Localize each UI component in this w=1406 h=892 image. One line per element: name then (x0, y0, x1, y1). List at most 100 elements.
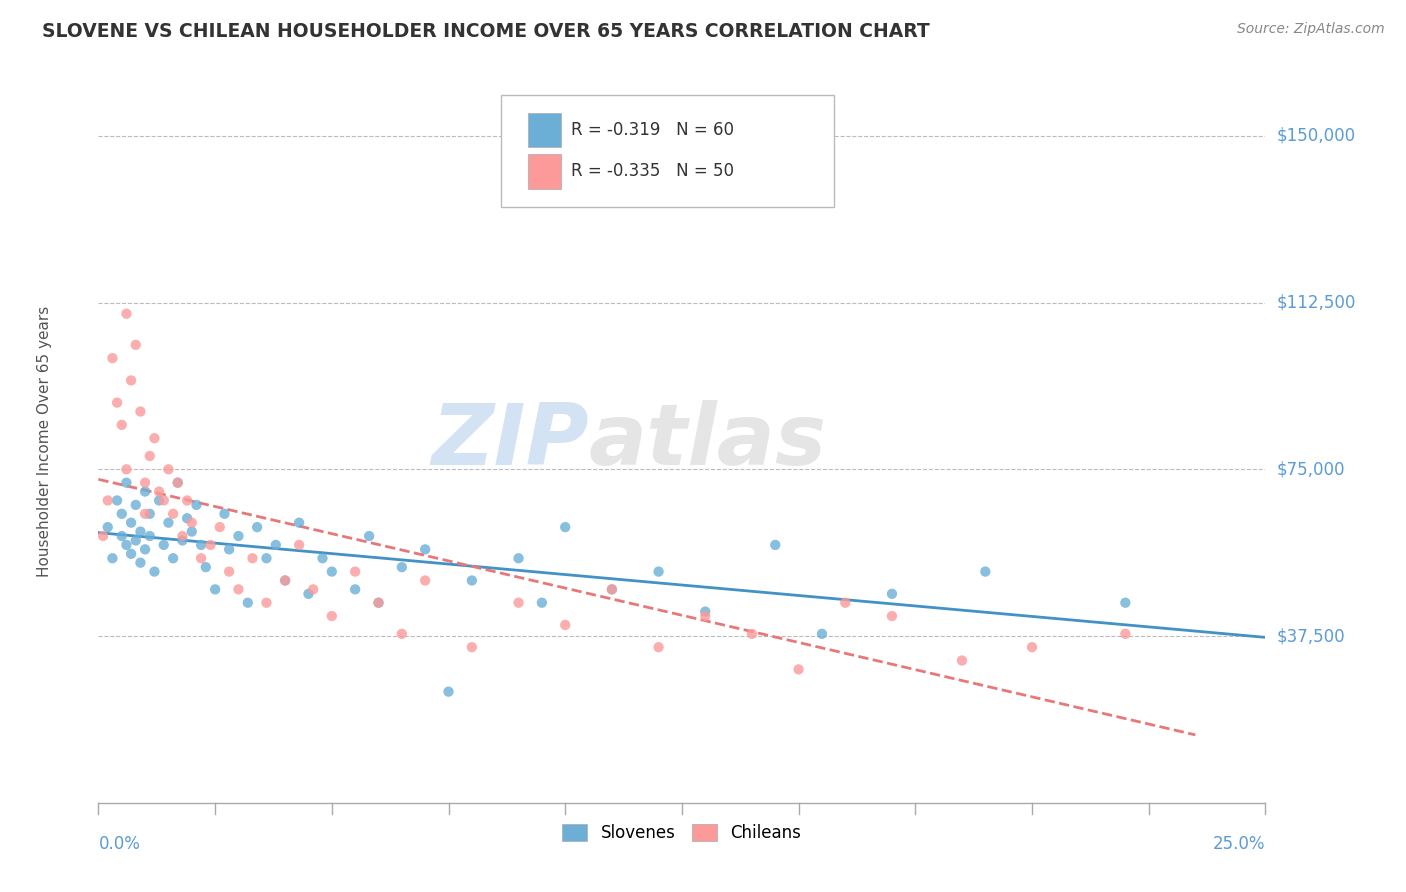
Point (974, 565, 997, 579)
Point (461, 574, 484, 588)
Point (162, 507, 184, 521)
Point (359, 529, 381, 543)
Point (242, 551, 264, 566)
Text: $150,000: $150,000 (1277, 127, 1355, 145)
Text: 25.0%: 25.0% (1213, 835, 1265, 854)
Point (834, 596, 856, 610)
Legend: Slovenes, Chileans: Slovenes, Chileans (555, 817, 808, 848)
Point (274, 574, 297, 588)
Point (172, 529, 194, 543)
Point (120, 373, 142, 387)
FancyBboxPatch shape (501, 95, 834, 207)
Point (204, 582, 226, 597)
Point (134, 542, 156, 557)
Point (413, 574, 436, 588)
Point (101, 551, 124, 566)
Point (214, 507, 236, 521)
Text: $37,500: $37,500 (1277, 627, 1346, 645)
Text: SLOVENE VS CHILEAN HOUSEHOLDER INCOME OVER 65 YEARS CORRELATION CHART: SLOVENE VS CHILEAN HOUSEHOLDER INCOME OV… (42, 22, 929, 41)
Point (256, 596, 278, 610)
Point (288, 538, 311, 552)
Point (115, 307, 138, 321)
Point (302, 582, 325, 597)
Point (148, 493, 170, 508)
Point (176, 511, 198, 525)
Point (125, 498, 148, 512)
Point (162, 551, 184, 566)
Point (437, 684, 460, 698)
Point (115, 538, 138, 552)
Text: $75,000: $75,000 (1277, 460, 1346, 478)
FancyBboxPatch shape (527, 112, 561, 147)
Point (344, 582, 367, 597)
Point (120, 547, 142, 561)
Point (157, 516, 180, 530)
Point (321, 565, 343, 579)
Point (115, 462, 138, 476)
Point (600, 582, 623, 597)
Text: atlas: atlas (589, 400, 827, 483)
Point (391, 560, 413, 574)
Point (139, 449, 162, 463)
Point (134, 484, 156, 499)
Point (190, 538, 212, 552)
FancyBboxPatch shape (527, 154, 561, 189)
Text: Householder Income Over 65 years: Householder Income Over 65 years (37, 306, 52, 577)
Point (208, 520, 231, 534)
Point (125, 338, 148, 352)
Point (600, 582, 623, 597)
Point (143, 565, 166, 579)
Point (647, 565, 669, 579)
Point (166, 475, 188, 490)
Point (125, 533, 148, 548)
Point (111, 507, 134, 521)
Point (134, 475, 156, 490)
Point (166, 475, 188, 490)
Point (97, 493, 120, 508)
Point (530, 596, 553, 610)
Point (695, 605, 717, 619)
Point (344, 565, 367, 579)
Point (129, 556, 152, 570)
Point (218, 565, 240, 579)
Point (186, 498, 208, 512)
Point (120, 516, 142, 530)
Point (180, 516, 202, 530)
Point (391, 627, 413, 641)
Point (111, 417, 134, 432)
Point (172, 533, 194, 548)
Point (148, 484, 170, 499)
Point (91, 529, 114, 543)
Text: ZIP: ZIP (430, 400, 589, 483)
Point (763, 538, 786, 552)
Point (111, 529, 134, 543)
Point (218, 542, 240, 557)
Point (157, 462, 180, 476)
Point (139, 529, 162, 543)
Point (647, 640, 669, 655)
Point (129, 524, 152, 539)
Point (508, 596, 530, 610)
Point (321, 609, 343, 624)
Text: $112,500: $112,500 (1277, 293, 1355, 311)
Point (256, 551, 278, 566)
Text: 0.0%: 0.0% (98, 835, 141, 854)
Point (880, 587, 903, 601)
Point (190, 551, 212, 566)
Point (950, 653, 973, 667)
Point (367, 596, 389, 610)
Point (228, 529, 250, 543)
Point (105, 395, 128, 409)
Text: R = -0.319   N = 60: R = -0.319 N = 60 (571, 121, 734, 139)
Point (134, 507, 156, 521)
Point (1114, 596, 1136, 610)
Point (413, 542, 436, 557)
Point (741, 627, 763, 641)
Point (180, 524, 202, 539)
Point (811, 627, 834, 641)
Point (236, 596, 259, 610)
Point (115, 475, 138, 490)
Point (1021, 640, 1043, 655)
Point (228, 582, 250, 597)
Point (311, 551, 333, 566)
